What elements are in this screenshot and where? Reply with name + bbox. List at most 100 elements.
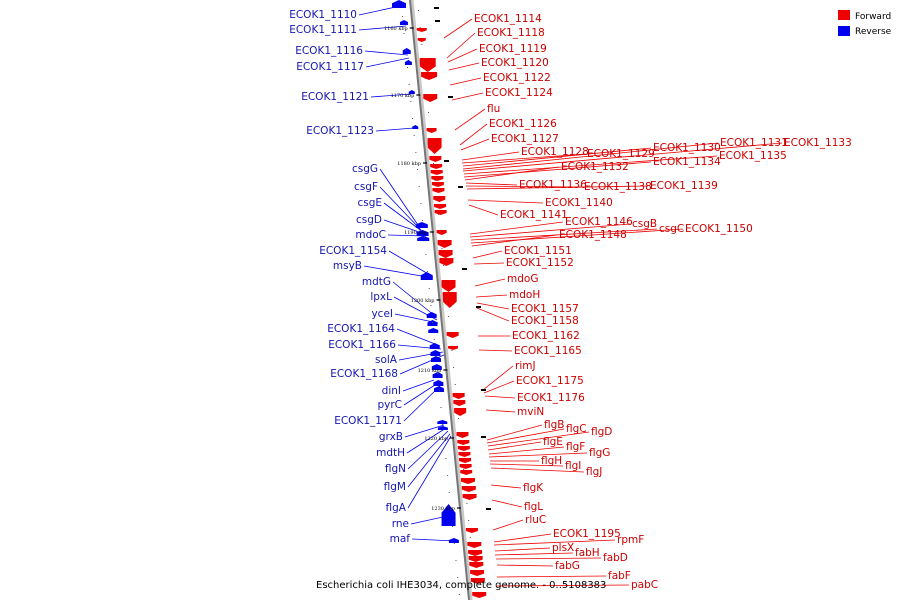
gene-label-flgH: flgH [541, 455, 562, 467]
feature-marker [486, 508, 491, 510]
leader-csgG [379, 168, 421, 229]
gene-label-yceI: yceI [371, 308, 393, 320]
gene-label-ECOK1_1164: ECOK1_1164 [327, 323, 395, 335]
forward-gene-feature [439, 258, 454, 266]
reverse-gene-feature [433, 386, 444, 392]
gene-label-pabC: pabC [631, 579, 658, 591]
gene-label-ECOK1_1122: ECOK1_1122 [483, 72, 551, 84]
minor-tick-dot [433, 339, 435, 340]
gene-label-flgC: flgC [566, 423, 587, 435]
gene-label-ECOK1_1176: ECOK1_1176 [517, 392, 585, 404]
minor-tick-dot [420, 203, 422, 204]
gene-label-ECOK1_1152: ECOK1_1152 [506, 257, 574, 269]
leader-flgM [407, 433, 451, 488]
scale-tick-label: 1170 kbp [391, 93, 415, 99]
gene-label-ECOK1_1140: ECOK1_1140 [545, 197, 613, 209]
gene-label-flgE: flgE [543, 436, 563, 448]
gene-label-ECOK1_1110: ECOK1_1110 [289, 9, 357, 21]
reverse-gene-feature [437, 420, 448, 424]
gene-label-plsX: plsX [552, 542, 574, 554]
minor-tick-dot [473, 571, 475, 572]
leader-flgD [487, 431, 590, 447]
leader-ECOK1_1135 [463, 155, 718, 175]
minor-tick-dot [423, 237, 425, 238]
genome-caption: Escherichia coli IHE3034, complete genom… [316, 580, 606, 591]
leader-ECOK1_1111 [358, 25, 407, 31]
leader-grxB [404, 424, 445, 438]
reverse-gene-feature [433, 380, 444, 386]
minor-tick-dot [415, 152, 417, 153]
gene-label-mdoC: mdoC [355, 229, 386, 241]
minor-tick-dot [463, 469, 465, 470]
gene-label-csgB: csgB [632, 218, 657, 230]
leader-flgF [488, 446, 565, 455]
minor-tick-dot [471, 554, 473, 555]
forward-gene-feature [459, 458, 472, 463]
minor-tick-dot [403, 33, 405, 34]
scale-tick-label: 1220 kbp [424, 436, 448, 442]
leader-ECOK1_1157 [476, 302, 510, 310]
leader-flgL [491, 499, 523, 508]
gene-label-ECOK1_1128: ECOK1_1128 [521, 146, 589, 158]
leader-csgD [383, 219, 426, 235]
leader-ECOK1_1150 [470, 228, 684, 244]
gene-label-ECOK1_1116: ECOK1_1116 [295, 45, 363, 57]
reverse-gene-feature [437, 426, 448, 430]
forward-gene-feature [470, 578, 485, 584]
minor-tick-dot [433, 163, 435, 164]
minor-tick-dot [418, 186, 420, 187]
forward-gene-feature [453, 400, 466, 406]
leader-ECOK1_1119 [447, 48, 478, 63]
reverse-gene-feature [432, 372, 443, 378]
leader-ECOK1_1148 [471, 234, 558, 247]
forward-gene-feature [434, 210, 447, 215]
scale-ticks: 1160 kbp 1170 kbp 1180 kbp 1190 kbp 1200 kbp… [384, 10, 476, 595]
gene-label-ECOK1_1162: ECOK1_1162 [512, 330, 580, 342]
gene-label-flgK: flgK [523, 482, 544, 494]
leader-maf [411, 538, 457, 542]
minor-tick-dot [450, 509, 452, 510]
gene-label-ECOK1_1135: ECOK1_1135 [719, 150, 787, 162]
gene-label-flgF: flgF [566, 441, 585, 453]
leader-ECOK1_1123 [375, 127, 415, 132]
leader-ECOK1_1154 [388, 250, 431, 276]
leader-ECOK1_1158 [476, 307, 510, 322]
gene-label-mdtH: mdtH [376, 447, 405, 459]
leader-plsX [494, 547, 551, 552]
gene-label-solA: solA [375, 354, 398, 366]
forward-gene-feature [441, 280, 456, 292]
leader-ECOK1_1176 [484, 395, 516, 399]
minor-tick-dot [422, 220, 424, 221]
gene-label-ECOK1_1138: ECOK1_1138 [584, 181, 652, 193]
minor-tick-dot [447, 475, 449, 476]
gene-label-fabD: fabD [603, 552, 628, 564]
minor-tick-dot [440, 407, 442, 408]
minor-tick-dot [454, 384, 456, 385]
leader-csgB [469, 223, 631, 238]
reverse-gene-feature [402, 48, 411, 54]
leader-flgK [490, 484, 522, 489]
gene-label-ECOK1_1117: ECOK1_1117 [296, 61, 364, 73]
reverse-gene-feature [408, 90, 415, 94]
forward-gene-feature [434, 204, 447, 209]
minor-tick-dot [432, 322, 434, 323]
forward-gene-feature [461, 486, 476, 492]
gene-label-ECOK1_1134: ECOK1_1134 [653, 156, 721, 168]
minor-tick-dot [448, 492, 450, 493]
minor-tick-dot [457, 577, 459, 578]
gene-label-ECOK1_1130: ECOK1_1130 [653, 142, 721, 154]
leader-mdoG [474, 278, 506, 287]
gene-label-ECOK1_1195: ECOK1_1195 [553, 528, 621, 540]
gene-label-ECOK1_1166: ECOK1_1166 [328, 339, 396, 351]
minor-tick-dot [435, 356, 437, 357]
leader-ECOK1_1165 [478, 349, 513, 352]
leader-rpmF [493, 539, 616, 546]
leader-ECOK1_1133 [462, 142, 783, 172]
minor-tick-dot [455, 560, 457, 561]
minor-tick-dot [453, 367, 455, 368]
leader-flgI [489, 463, 564, 467]
gene-label-ECOK1_1154: ECOK1_1154 [319, 245, 387, 257]
forward-gene-feature [432, 188, 445, 193]
gene-features [392, 0, 491, 598]
